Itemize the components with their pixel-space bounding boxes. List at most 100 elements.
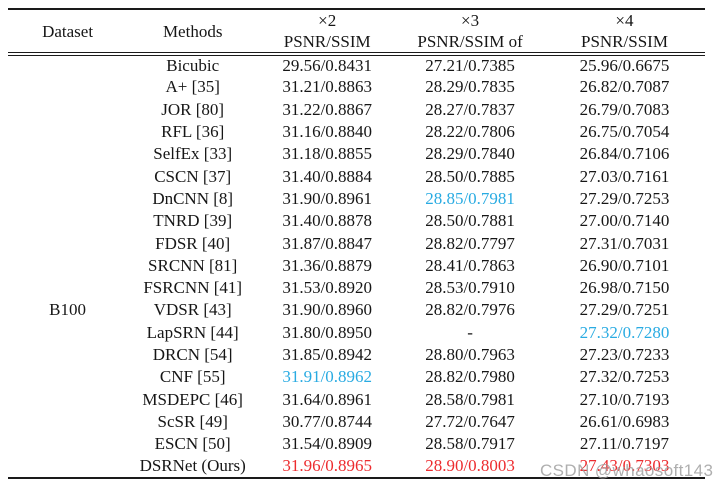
table-body: Bicubic 29.56/0.8431 27.21/0.7385 25.96/… — [8, 54, 705, 479]
col-header-x4: ×4 PSNR/SSIM — [543, 8, 705, 56]
col-header-x2: ×2 PSNR/SSIM — [258, 8, 397, 56]
psnr-ssim-x3-cell: 28.58/0.7981 — [425, 389, 515, 409]
method-cell: Bicubic — [166, 56, 220, 76]
psnr-ssim-x4-cell: 27.43/0.7303 — [543, 455, 705, 479]
psnr-ssim-x3-cell: 28.50/0.7885 — [425, 166, 515, 186]
method-cell: VDSR [43] — [153, 300, 232, 320]
psnr-ssim-x4-cell: 26.98/0.7150 — [579, 278, 670, 298]
table-row: B100 VDSR [43] 31.90/0.8960 28.82/0.7976… — [8, 299, 705, 321]
table-row: SRCNN [81] 31.36/0.8879 28.41/0.7863 26.… — [8, 255, 705, 277]
method-cell: MSDEPC [46] — [142, 389, 243, 409]
method-cell: SRCNN [81] — [148, 255, 238, 275]
psnr-ssim-x2-cell: 31.96/0.8965 — [258, 455, 397, 479]
psnr-ssim-x4-cell: 26.84/0.7106 — [579, 144, 670, 164]
table-row: TNRD [39] 31.40/0.8878 28.50/0.7881 27.0… — [8, 210, 705, 232]
method-cell: RFL [36] — [161, 122, 225, 142]
method-cell: DSRNet (Ours) — [127, 455, 259, 479]
psnr-ssim-x3-cell: 28.82/0.7976 — [425, 300, 515, 320]
psnr-ssim-x3-cell: 28.41/0.7863 — [425, 255, 515, 275]
dataset-cell — [8, 121, 127, 143]
table-row: DnCNN [8] 31.90/0.8961 28.85/0.7981 27.2… — [8, 188, 705, 210]
table-row: ESCN [50] 31.54/0.8909 28.58/0.7917 27.1… — [8, 433, 705, 455]
psnr-ssim-x4-cell: 25.96/0.6675 — [579, 56, 670, 76]
table-header: Dataset Methods ×2 PSNR/SSIM ×3 PSNR/SSI… — [8, 8, 705, 56]
psnr-ssim-x2-cell: 31.90/0.8960 — [282, 300, 373, 320]
method-cell: LapSRN [44] — [146, 322, 239, 342]
psnr-ssim-x2-cell: 31.18/0.8855 — [282, 144, 373, 164]
table-row: DRCN [54] 31.85/0.8942 28.80/0.7963 27.2… — [8, 344, 705, 366]
col-header-x4-scale: ×4 — [615, 11, 634, 30]
psnr-ssim-x3-cell: 28.22/0.7806 — [425, 122, 515, 142]
psnr-ssim-x2-cell: 30.77/0.8744 — [282, 411, 373, 431]
method-cell: DnCNN [8] — [152, 188, 234, 208]
header-row: Dataset Methods ×2 PSNR/SSIM ×3 PSNR/SSI… — [8, 8, 705, 56]
psnr-ssim-x4-cell: 27.03/0.7161 — [579, 166, 670, 186]
table-row: Bicubic 29.56/0.8431 27.21/0.7385 25.96/… — [8, 54, 705, 76]
col-header-methods-label: Methods — [162, 21, 223, 41]
dataset-cell — [8, 54, 127, 76]
psnr-ssim-x3-cell: 27.21/0.7385 — [425, 56, 515, 76]
psnr-ssim-x4-cell: 26.75/0.7054 — [579, 122, 670, 142]
table-row: A+ [35] 31.21/0.8863 28.29/0.7835 26.82/… — [8, 76, 705, 98]
table-row: FSRCNN [41] 31.53/0.8920 28.53/0.7910 26… — [8, 277, 705, 299]
psnr-ssim-x3-cell: 28.85/0.7981 — [425, 188, 515, 208]
method-cell: FDSR [40] — [155, 233, 231, 253]
col-header-x3-metric: PSNR/SSIM of — [417, 32, 523, 51]
dataset-cell — [8, 188, 127, 210]
table-row: CNF [55] 31.91/0.8962 28.82/0.7980 27.32… — [8, 366, 705, 388]
psnr-ssim-x4-cell: 27.29/0.7251 — [579, 300, 670, 320]
psnr-ssim-x2-cell: 31.22/0.8867 — [282, 99, 373, 119]
psnr-ssim-x4-cell: 26.79/0.7083 — [579, 99, 670, 119]
method-cell: CNF [55] — [159, 367, 226, 387]
dataset-cell: B100 — [49, 300, 86, 320]
dataset-cell — [8, 76, 127, 98]
table-row: DSRNet (Ours) 31.96/0.8965 28.90/0.8003 … — [8, 455, 705, 479]
dataset-cell — [8, 99, 127, 121]
psnr-ssim-x2-cell: 31.16/0.8840 — [282, 122, 373, 142]
dataset-cell — [8, 388, 127, 410]
psnr-ssim-x3-cell: 28.82/0.7980 — [425, 367, 515, 387]
table-row: ScSR [49] 30.77/0.8744 27.72/0.7647 26.6… — [8, 411, 705, 433]
col-header-x4-metric: PSNR/SSIM — [581, 32, 668, 51]
col-header-dataset: Dataset — [8, 8, 128, 56]
psnr-ssim-x3-cell: 28.58/0.7917 — [425, 434, 515, 454]
col-header-methods: Methods — [127, 8, 259, 56]
table-row: RFL [36] 31.16/0.8840 28.22/0.7806 26.75… — [8, 121, 705, 143]
psnr-ssim-x3-cell: 28.82/0.7797 — [425, 233, 515, 253]
psnr-ssim-x3-cell: 28.50/0.7881 — [425, 211, 515, 231]
dataset-cell — [8, 344, 127, 366]
dataset-cell — [8, 277, 127, 299]
results-table-container: Dataset Methods ×2 PSNR/SSIM ×3 PSNR/SSI… — [8, 8, 705, 479]
dataset-cell — [8, 433, 127, 455]
psnr-ssim-x4-cell: 27.00/0.7140 — [579, 211, 670, 231]
dataset-cell — [8, 366, 127, 388]
psnr-ssim-x3-cell: 28.27/0.7837 — [425, 99, 515, 119]
psnr-ssim-x2-cell: 31.64/0.8961 — [282, 389, 373, 409]
col-header-x2-scale: ×2 — [318, 11, 337, 30]
table-row: LapSRN [44] 31.80/0.8950 - 27.32/0.7280 — [8, 322, 705, 344]
psnr-ssim-x2-cell: 31.85/0.8942 — [282, 345, 373, 364]
results-table: Dataset Methods ×2 PSNR/SSIM ×3 PSNR/SSI… — [8, 8, 705, 479]
psnr-ssim-x2-cell: 31.53/0.8920 — [282, 278, 373, 298]
dataset-cell — [8, 165, 127, 187]
psnr-ssim-x2-cell: 29.56/0.8431 — [282, 56, 373, 76]
dataset-cell — [8, 143, 127, 165]
psnr-ssim-x3-cell: 28.29/0.7840 — [425, 144, 515, 164]
psnr-ssim-x4-cell: 27.29/0.7253 — [579, 188, 670, 208]
table-row: SelfEx [33] 31.18/0.8855 28.29/0.7840 26… — [8, 143, 705, 165]
dataset-cell — [8, 210, 127, 232]
psnr-ssim-x2-cell: 31.87/0.8847 — [282, 233, 373, 253]
psnr-ssim-x2-cell: 31.21/0.8863 — [282, 77, 373, 97]
psnr-ssim-x2-cell: 31.36/0.8879 — [282, 255, 373, 275]
psnr-ssim-x3-cell: 28.90/0.8003 — [396, 455, 544, 479]
method-cell: DRCN [54] — [152, 345, 233, 364]
col-header-x3-scale: ×3 — [461, 11, 480, 30]
method-cell: A+ [35] — [165, 77, 220, 97]
method-cell: TNRD [39] — [153, 211, 233, 231]
psnr-ssim-x2-cell: 31.91/0.8962 — [282, 367, 373, 387]
col-header-x3: ×3 PSNR/SSIM of — [396, 8, 544, 56]
psnr-ssim-x3-cell: 28.53/0.7910 — [425, 278, 515, 298]
psnr-ssim-x4-cell: 27.32/0.7280 — [579, 322, 670, 342]
method-cell: ScSR [49] — [157, 411, 228, 431]
psnr-ssim-x4-cell: 27.31/0.7031 — [579, 233, 670, 253]
